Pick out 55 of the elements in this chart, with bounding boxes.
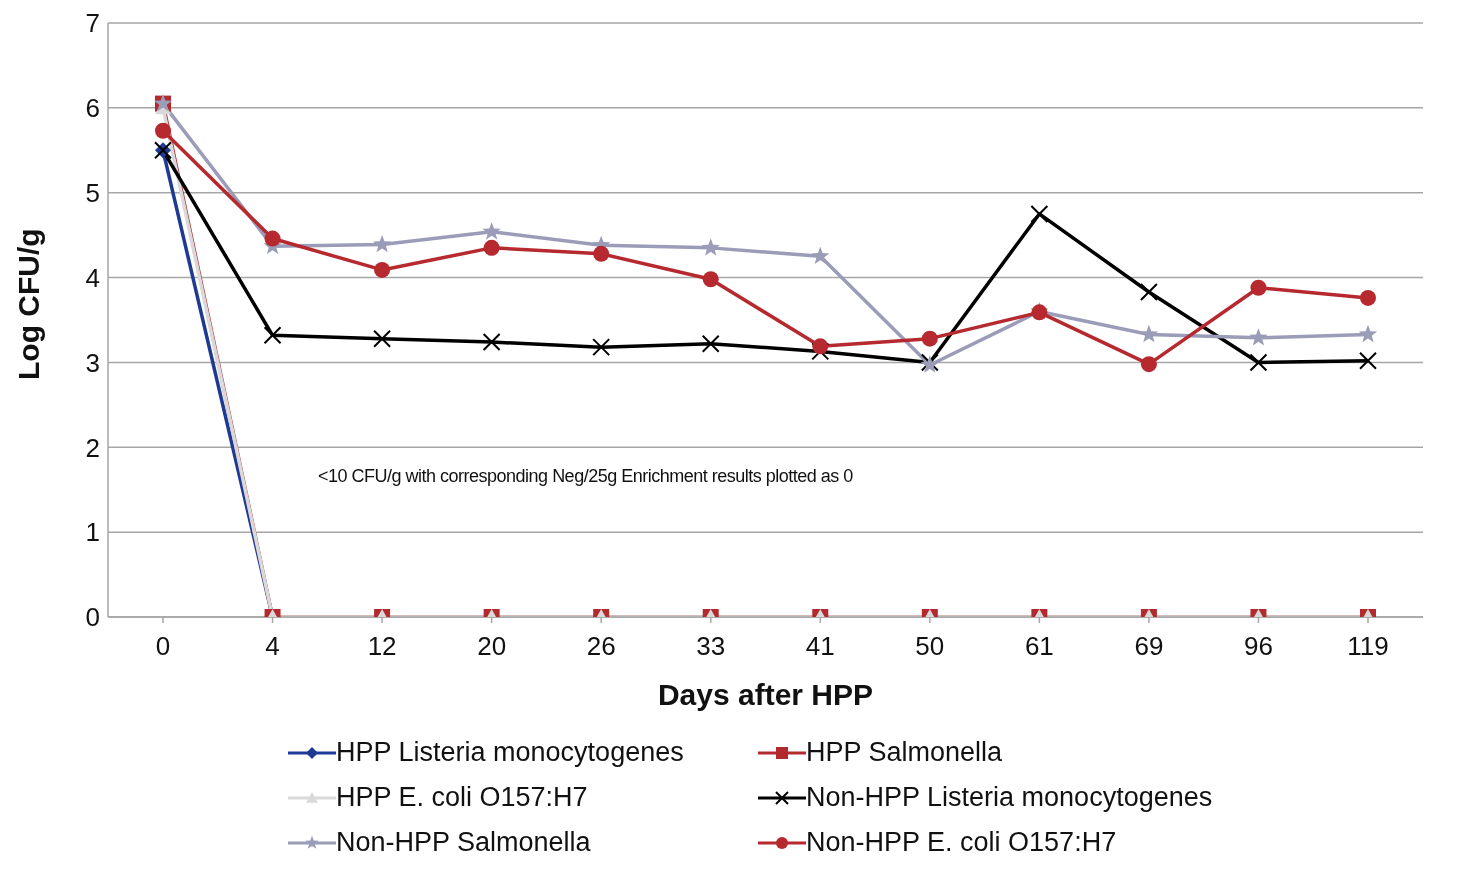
y-tick-label: 5 — [85, 177, 100, 208]
y-tick-label: 2 — [85, 432, 100, 463]
annotation: <10 CFU/g with corresponding Neg/25g Enrichment results plotted as 0 — [318, 466, 853, 487]
x-tick-label: 33 — [696, 631, 726, 662]
x-tick-label: 50 — [915, 631, 945, 662]
point — [811, 246, 830, 265]
x-tick-label: 12 — [367, 631, 397, 662]
x-tick-label: 20 — [477, 631, 507, 662]
legend-label: HPP E. coli O157:H7 — [336, 782, 588, 813]
point — [372, 234, 392, 253]
point — [483, 239, 500, 256]
legend-label: Non-HPP Listeria monocytogenes — [806, 782, 1213, 813]
point — [593, 245, 610, 262]
y-tick-label: 4 — [85, 262, 100, 293]
point — [155, 122, 171, 139]
x-tick-label: 4 — [265, 631, 280, 662]
point — [1359, 351, 1377, 370]
point — [1249, 328, 1268, 346]
point — [482, 222, 501, 240]
legend-label: Non-HPP Salmonella — [336, 827, 591, 858]
point — [1140, 356, 1157, 373]
point — [1250, 279, 1267, 296]
point — [374, 261, 391, 278]
y-tick-label: 3 — [85, 347, 100, 378]
legend-label: HPP Listeria monocytogenes — [336, 737, 684, 768]
y-tick-label: 7 — [85, 8, 100, 39]
point — [701, 238, 720, 256]
legend-label: HPP Salmonella — [806, 737, 1003, 768]
x-axis-title: Days after HPP — [657, 678, 874, 711]
point — [482, 333, 501, 352]
y-tick-label: 1 — [85, 517, 100, 548]
y-tick-label: 6 — [85, 93, 100, 124]
x-tick-label: 61 — [1024, 631, 1054, 662]
x-tick-label: 96 — [1243, 631, 1273, 662]
point — [1360, 289, 1376, 306]
point — [263, 326, 282, 345]
y-tick-label: 0 — [85, 602, 100, 633]
x-tick-label: 41 — [805, 631, 835, 662]
x-tick-label: 26 — [586, 631, 616, 662]
point — [1139, 283, 1158, 301]
x-tick-label: 0 — [155, 631, 171, 662]
point — [1139, 324, 1159, 343]
x-tick-label: 119 — [1347, 631, 1389, 662]
y-axis-title: Log CFU/g — [11, 228, 45, 380]
point — [1249, 353, 1268, 372]
point — [1358, 324, 1378, 343]
point — [264, 230, 281, 247]
point — [373, 329, 392, 348]
legend-label: Non-HPP E. coli O157:H7 — [806, 827, 1117, 858]
point — [701, 334, 720, 353]
point — [592, 338, 611, 357]
point — [702, 271, 719, 288]
point — [921, 330, 938, 347]
point — [812, 338, 829, 355]
x-tick-label: 69 — [1134, 631, 1164, 662]
